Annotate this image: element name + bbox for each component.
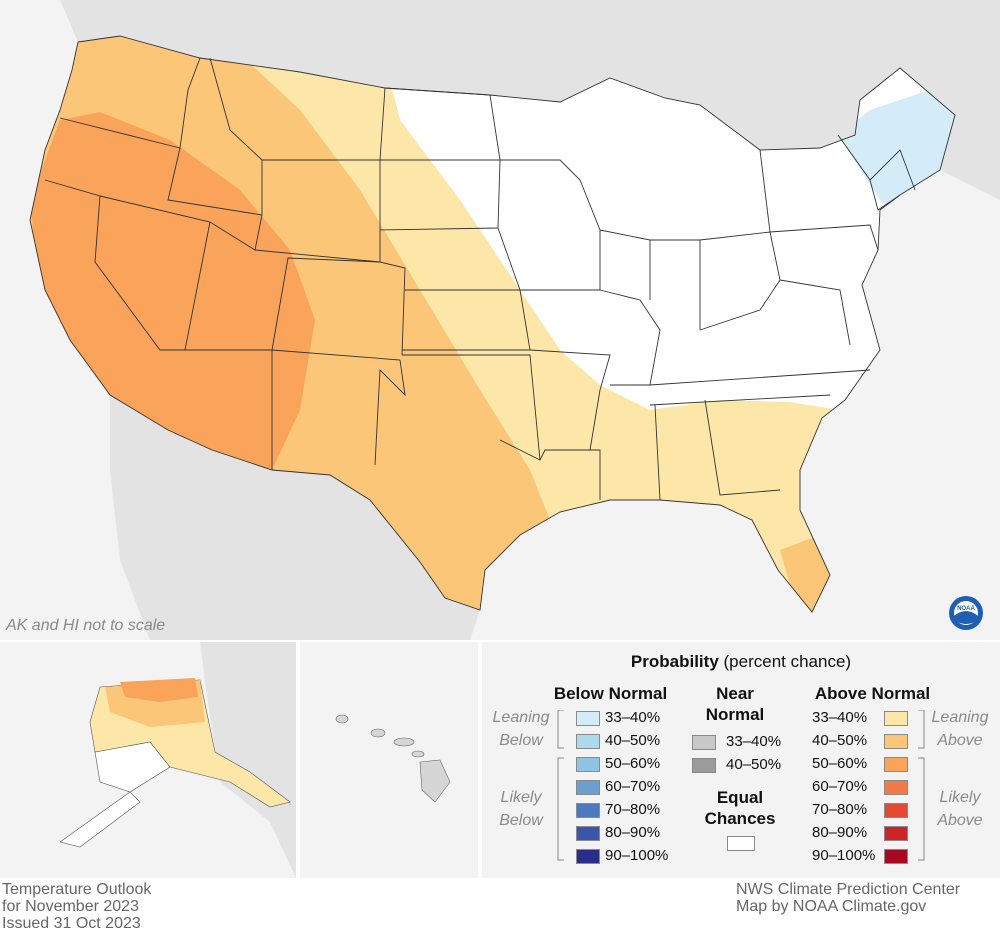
below-bin-swatch-3 bbox=[576, 780, 600, 795]
above-bin-swatch-3 bbox=[884, 780, 908, 795]
leaning-above-label: Leaning Above bbox=[931, 709, 989, 749]
above-bin-swatch-4 bbox=[884, 803, 908, 818]
footer-right: NWS Climate Prediction Center Map by NOA… bbox=[736, 881, 960, 915]
above-bin-swatch-6 bbox=[884, 849, 908, 864]
below-bin-swatch-4 bbox=[576, 803, 600, 818]
above-bin-label-5: 80–90% bbox=[812, 824, 868, 841]
above-bin-swatch-5 bbox=[884, 826, 908, 841]
alaska-above-50-60 bbox=[120, 678, 198, 702]
below-brackets bbox=[557, 710, 564, 861]
legend: Probability (percent chance) Below Norma… bbox=[482, 642, 1000, 878]
outlook-title: Temperature Outlook bbox=[2, 881, 152, 898]
equal-chances-label: Equal Chances bbox=[704, 788, 776, 828]
likely-below-label: Likely Below bbox=[499, 789, 543, 829]
hawaii-inset bbox=[300, 642, 478, 878]
alaska-inset bbox=[0, 642, 296, 878]
above-bin-label-1: 40–50% bbox=[812, 732, 868, 749]
above-bin-label-3: 60–70% bbox=[812, 778, 868, 795]
below-bin-swatch-0 bbox=[576, 711, 600, 726]
likely-above-label: Likely Above bbox=[937, 789, 983, 829]
mexico-landmass bbox=[110, 395, 480, 640]
above-bin-label-0: 33–40% bbox=[812, 709, 868, 726]
above-bin-label-2: 50–60% bbox=[812, 755, 868, 772]
outlook-period: for November 2023 bbox=[2, 898, 139, 915]
footer-left: Temperature Outlook for November 2023 Is… bbox=[2, 881, 151, 932]
below-bin-label-2: 50–60% bbox=[605, 755, 661, 772]
state-boundaries bbox=[29, 35, 956, 613]
above-bin-label-4: 70–80% bbox=[812, 801, 868, 818]
below-bin-swatch-2 bbox=[576, 757, 600, 772]
above-brackets bbox=[918, 710, 925, 861]
below-bin-label-1: 40–50% bbox=[605, 732, 661, 749]
canada-landmass bbox=[0, 0, 1000, 200]
noaa-logo: NOAA bbox=[949, 596, 983, 630]
above-bin-swatch-2 bbox=[884, 757, 908, 772]
leaning-below-label: Leaning Below bbox=[492, 709, 550, 749]
above-bin-swatch-1 bbox=[884, 734, 908, 749]
above-bin-swatch-0 bbox=[884, 711, 908, 726]
below-bin-label-4: 70–80% bbox=[605, 801, 661, 818]
below-normal-header: Below Normal bbox=[553, 684, 668, 703]
above-normal-header: Above Normal bbox=[814, 684, 931, 703]
equal-chances-swatch bbox=[727, 836, 755, 851]
map-credit: Map by NOAA Climate.gov bbox=[736, 898, 927, 915]
below-bin-label-3: 60–70% bbox=[605, 778, 661, 795]
legend-title: Probability (percent chance) bbox=[630, 652, 852, 671]
svg-text:NOAA: NOAA bbox=[957, 606, 975, 612]
not-to-scale-note: AK and HI not to scale bbox=[6, 617, 166, 634]
near-bin-label-1: 40–50% bbox=[726, 756, 782, 773]
below-bin-swatch-5 bbox=[576, 826, 600, 841]
below-bin-swatch-6 bbox=[576, 849, 600, 864]
above-50-60-core bbox=[30, 112, 315, 470]
below-bin-label-0: 33–40% bbox=[605, 709, 661, 726]
near-normal-header: Near Normal bbox=[705, 684, 765, 724]
near-bin-label-0: 33–40% bbox=[726, 733, 782, 750]
issued-date: Issued 31 Oct 2023 bbox=[2, 915, 141, 932]
above-bin-label-6: 90–100% bbox=[812, 847, 876, 864]
near-bin-swatch-1 bbox=[692, 758, 716, 773]
near-bin-swatch-0 bbox=[692, 735, 716, 750]
source-credit: NWS Climate Prediction Center bbox=[736, 881, 961, 898]
below-bin-label-6: 90–100% bbox=[605, 847, 669, 864]
below-bin-label-5: 80–90% bbox=[605, 824, 661, 841]
below-bin-swatch-1 bbox=[576, 734, 600, 749]
conus-map: NOAA bbox=[0, 0, 1000, 640]
